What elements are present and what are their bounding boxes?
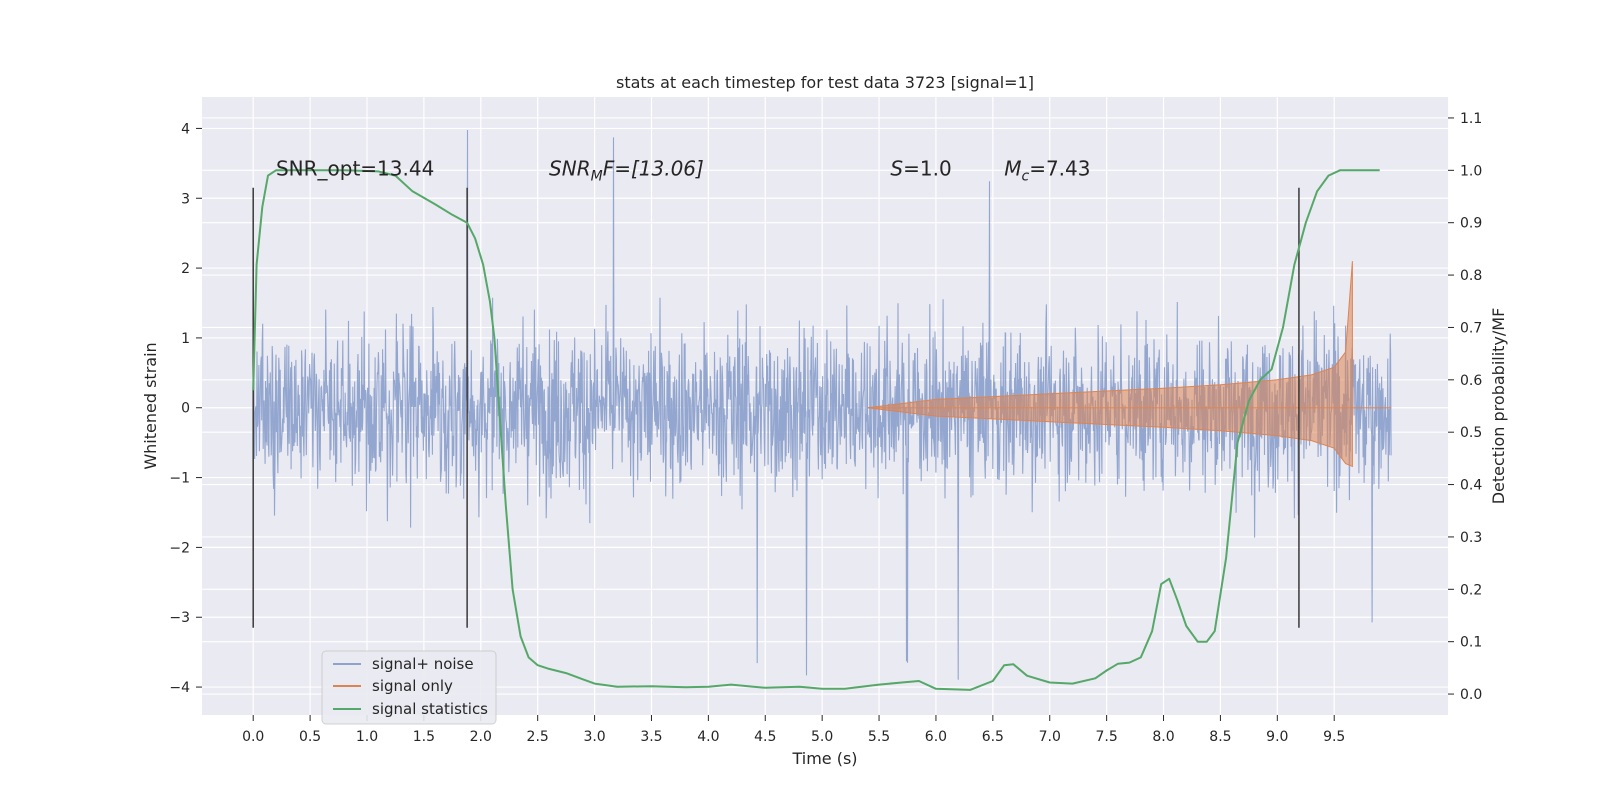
x-tick-label: 7.5	[1095, 729, 1117, 745]
x-tick-label: 6.0	[925, 729, 947, 745]
chart-title: stats at each timestep for test data 372…	[616, 73, 1034, 92]
y-tick-label: 1	[181, 331, 190, 347]
x-tick-label: 2.5	[527, 729, 549, 745]
y-ticks: 4 3 2 1 0 −1 −2 −3 −4	[169, 121, 202, 696]
x-tick-label: 4.5	[754, 729, 776, 745]
x-axis-label: Time (s)	[791, 749, 857, 768]
y-tick-label: −1	[169, 471, 190, 487]
legend-label-signal: signal only	[372, 677, 453, 695]
series-signal-only	[867, 261, 1392, 468]
x-tick-label: 1.5	[413, 729, 435, 745]
y2-tick-label: 0.9	[1460, 216, 1482, 232]
x-tick-label: 0.0	[242, 729, 264, 745]
x-tick-label: 3.5	[640, 729, 662, 745]
legend-label-noise: signal+ noise	[372, 655, 474, 673]
y2-tick-label: 1.0	[1460, 163, 1482, 179]
y2-tick-label: 0.3	[1460, 530, 1482, 546]
x-tick-label: 3.0	[583, 729, 605, 745]
y2-tick-label: 0.2	[1460, 582, 1482, 598]
y2-axis-label: Detection probability/MF	[1489, 308, 1508, 505]
y-axis-label: Whitened strain	[141, 342, 160, 469]
y-tick-label: −2	[169, 540, 190, 556]
x-tick-label: 0.5	[299, 729, 321, 745]
legend-box	[321, 650, 497, 725]
y2-tick-label: 0.1	[1460, 635, 1482, 651]
y-tick-label: −3	[169, 610, 190, 626]
x-ticks: 0.0 0.5 1.0 1.5 2.0 2.5 3.0 3.5 4.0 4.5 5.0 5.5 6.0 6…	[242, 715, 1345, 745]
x-tick-label: 2.0	[470, 729, 492, 745]
x-tick-label: 1.0	[356, 729, 378, 745]
y-tick-label: 2	[181, 261, 190, 277]
x-tick-label: 4.0	[697, 729, 719, 745]
y2-tick-label: 0.7	[1460, 320, 1482, 336]
y2-tick-label: 1.1	[1460, 111, 1482, 127]
y2-tick-label: 0.8	[1460, 268, 1482, 284]
x-tick-label: 6.5	[982, 729, 1004, 745]
x-tick-label: 8.0	[1152, 729, 1174, 745]
x-tick-label: 8.5	[1209, 729, 1231, 745]
vertical-markers	[252, 187, 1300, 628]
legend: signal+ noise signal only signal statist…	[321, 650, 497, 725]
annotation: Mc=7.43	[1004, 157, 1090, 185]
y2-tick-label: 0.5	[1460, 425, 1482, 441]
y2-tick-label: 0.0	[1460, 687, 1482, 703]
y-tick-label: 0	[181, 401, 190, 417]
signal-envelope	[867, 261, 1353, 468]
annotation: SNR_opt=13.44	[276, 157, 434, 181]
x-tick-label: 9.0	[1266, 729, 1288, 745]
x-tick-label: 7.0	[1039, 729, 1061, 745]
legend-label-stats: signal statistics	[372, 700, 488, 718]
y2-ticks: 1.1 1.0 0.9 0.8 0.7 0.6 0.5 0.4 0.3 0.2 0.1 0.0	[1448, 111, 1482, 703]
y2-tick-label: 0.6	[1460, 373, 1482, 389]
y-tick-label: 3	[181, 191, 190, 207]
annotation: SNRMF=[13.06]	[549, 157, 704, 185]
x-tick-label: 5.5	[868, 729, 890, 745]
x-tick-label: 5.0	[811, 729, 833, 745]
x-tick-label: 9.5	[1323, 729, 1345, 745]
y2-tick-label: 0.4	[1460, 478, 1482, 494]
y-tick-label: −4	[169, 680, 190, 696]
annotations: SNR_opt=13.44 SNRMF=[13.06] S=1.0 Mc=7.43	[276, 157, 1091, 185]
stats-line	[252, 169, 1380, 691]
y-tick-label: 4	[181, 121, 190, 137]
series-signal-statistics	[252, 169, 1380, 691]
annotation: S=1.0	[890, 157, 951, 181]
